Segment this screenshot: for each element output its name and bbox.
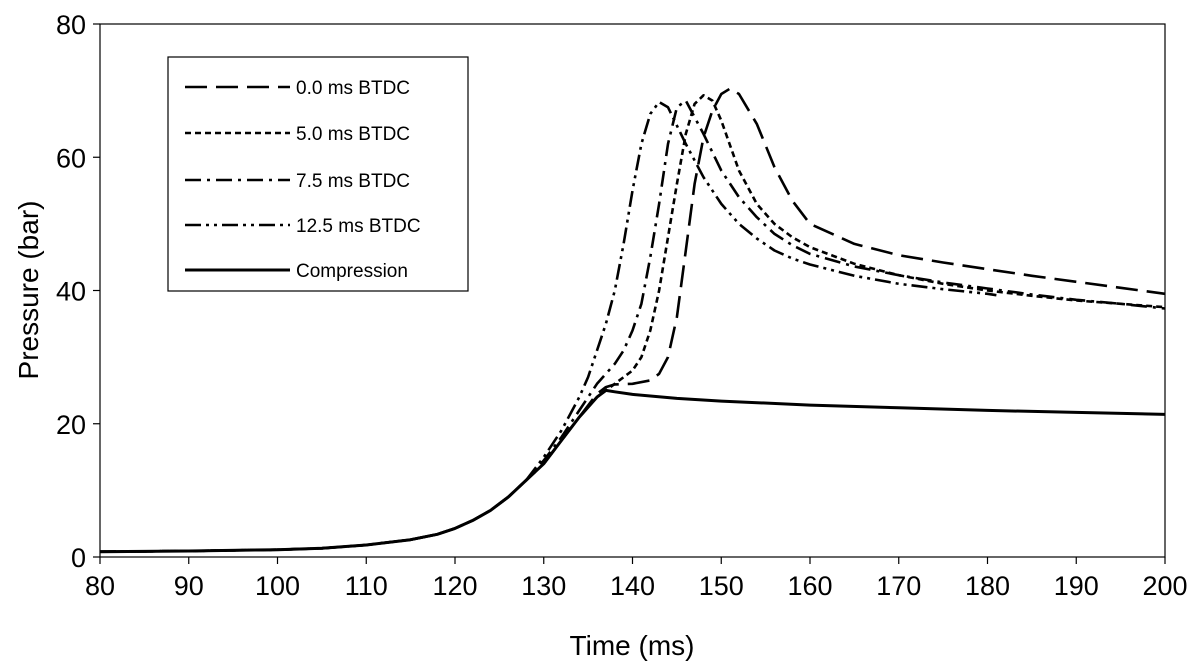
x-tick-label: 150 — [699, 571, 744, 601]
y-axis-title: Pressure (bar) — [13, 201, 44, 380]
y-axis-ticks: 0 20 40 60 80 — [56, 10, 100, 573]
x-tick-label: 110 — [345, 571, 388, 601]
x-axis-title: Time (ms) — [570, 630, 695, 661]
x-tick-label: 80 — [85, 571, 115, 601]
x-tick-label: 190 — [1054, 571, 1099, 601]
y-tick-label: 20 — [56, 410, 86, 440]
y-tick-label: 0 — [71, 543, 86, 573]
x-tick-label: 140 — [610, 571, 655, 601]
legend-box — [167, 56, 469, 292]
x-tick-label: 90 — [174, 571, 204, 601]
legend-label: 7.5 ms BTDC — [296, 171, 410, 192]
x-tick-label: 120 — [432, 571, 477, 601]
legend-label: 5.0 ms BTDC — [296, 124, 410, 145]
y-tick-label: 80 — [56, 10, 86, 40]
x-tick-label: 100 — [255, 571, 300, 601]
y-tick-label: 40 — [56, 277, 86, 307]
x-tick-label: 160 — [787, 571, 832, 601]
x-tick-label: 170 — [876, 571, 921, 601]
x-axis-ticks: 80 90 100 110 120 130 140 150 160 170 180 190 200 — [85, 557, 1188, 601]
x-tick-label: 130 — [521, 571, 566, 601]
y-tick-label: 60 — [56, 143, 86, 173]
legend-label: Compression — [296, 261, 408, 282]
series-line-compression — [99, 388, 1166, 554]
legend-label: 0.0 ms BTDC — [296, 78, 410, 99]
x-tick-label: 180 — [965, 571, 1010, 601]
series-layer — [99, 87, 1166, 554]
legend: 0.0 ms BTDC 5.0 ms BTDC 7.5 ms BTDC 12.5 ms… — [167, 56, 469, 292]
x-tick-label: 200 — [1142, 571, 1187, 601]
legend-label: 12.5 ms BTDC — [296, 216, 421, 237]
